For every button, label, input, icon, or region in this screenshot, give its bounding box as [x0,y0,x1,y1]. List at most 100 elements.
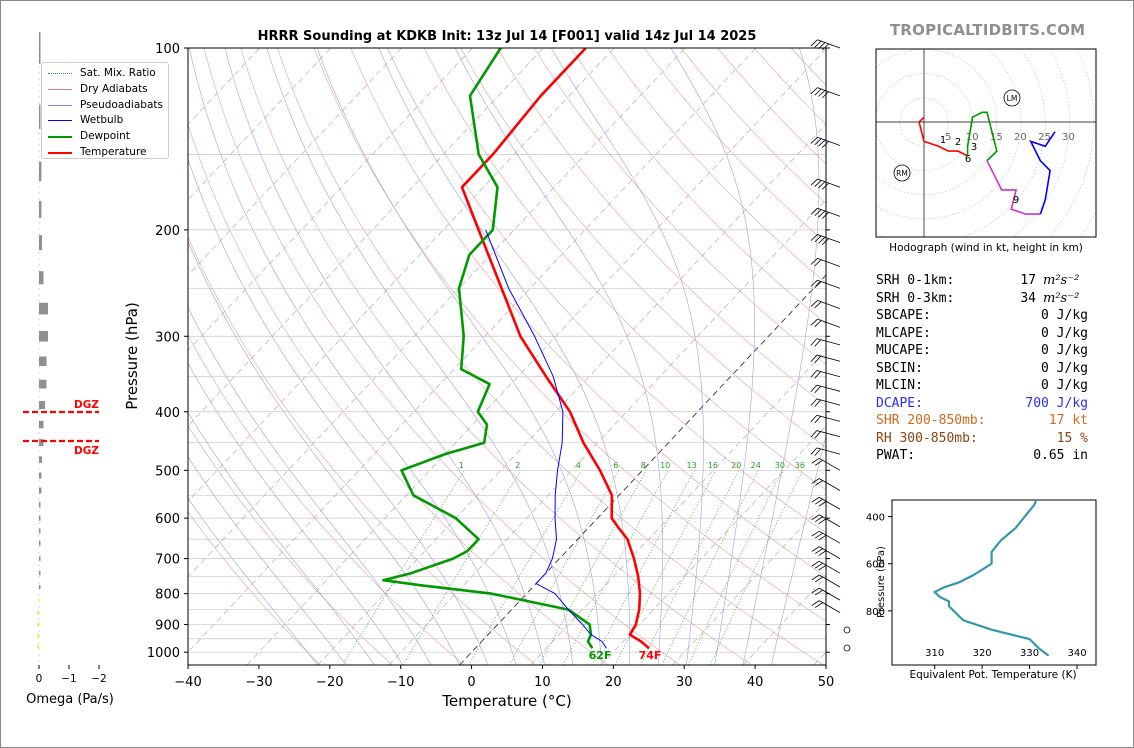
legend-swatch [48,88,72,90]
theta-e-x-tick: 330 [1020,648,1039,659]
pseudoadiabat [189,48,517,665]
stat-value: 34 [1020,290,1036,306]
dry-adiabat [350,48,826,578]
stat-label: SHR 200-850mb: [876,413,986,428]
theta-e-y-tick: 800 [866,607,885,618]
mixing-ratio-label: 20 [731,461,741,470]
hodograph-ring-label: 10 [966,132,979,143]
theta-e-x-tick: 320 [973,648,992,659]
stat-row: SBCIN: 0 J/kg [876,360,1106,378]
wind-barb [811,457,841,471]
omega-bar [39,472,42,479]
omega-tick-1: −1 [61,673,76,685]
isotherm-line [188,48,757,653]
calm-wind-circle [843,626,851,634]
pressure-tick-label: 900 [155,619,180,634]
temp-tick-label: 20 [605,675,622,690]
mixing-ratio-label: 30 [775,461,785,470]
wind-barb [810,414,841,424]
omega-panel: DGZ DGZ 0 −1 −2 Omega (Pa/s) [23,32,114,707]
pseudoadiabat [188,412,375,665]
surface-temp-label: 74F [639,649,662,662]
isotherm-line [188,48,544,427]
dry-adiabat [570,48,826,324]
omega-bar [37,622,39,627]
legend-swatch [48,136,72,139]
hodograph-height-label: 1 [940,135,946,146]
legend-swatch [48,151,72,154]
omega-bar [37,634,39,638]
omega-bar [39,200,42,218]
omega-bar [39,571,41,576]
stat-row: SHR 200-850mb: 17 kt [876,412,1106,430]
hodograph-ring-label: 30 [1062,132,1075,143]
temp-tick-label: −20 [316,675,343,690]
temp-tick-label: −30 [245,675,272,690]
mixing-ratio-line [562,470,669,665]
mixing-ratio-label: 16 [708,461,718,470]
stat-label: MLCIN: [876,378,923,393]
wind-barb [810,87,841,99]
hodograph-ring-label: 25 [1038,132,1051,143]
dry-adiabat [188,123,609,665]
mixing-ratio-line [687,470,783,665]
isotherm-line [388,199,826,665]
wind-barb [810,207,841,219]
hodograph-height-label: 6 [965,154,971,165]
hodograph-caption: Hodograph (wind in kt, height in km) [889,242,1083,254]
pseudoadiabat [188,306,432,665]
hodograph-ring-label: 20 [1014,132,1027,143]
theta-e-frame [891,499,1097,666]
chart-title: HRRR Sounding at KDKB Init: 13z Jul 14 [… [258,29,757,44]
temperature-axis-ticks: −40 −30 −20 −10 0 10 20 30 40 50 [174,665,834,690]
isotherm-line [188,48,686,578]
stat-row: MUCAPE: 0 J/kg [876,342,1106,360]
isotherm-line [188,48,331,201]
skewt-x-label: Temperature (°C) [441,692,571,710]
pseudoadiabat [742,48,820,665]
storm-motion-marker [893,164,911,182]
pseudoadiabat [188,362,404,665]
hodograph-ring-label: 15 [990,132,1003,143]
isotherm-line [317,123,826,665]
pseudoadiabat [771,434,826,665]
mixing-ratio-label: 1 [459,461,464,470]
legend-item-temperature: Temperature [46,144,164,160]
profile-temperature [460,48,650,650]
dry-adiabat [188,334,465,665]
temp-tick-label: 50 [818,675,835,690]
stat-unit: m²s⁻² [1043,290,1080,306]
omega-bar [39,439,44,447]
stat-row: RH 300-850mb: 15 % [876,430,1106,448]
dry-adiabat [387,48,826,534]
temp-tick-label: −10 [387,675,414,690]
omega-bar [39,540,41,546]
dgz-bottom-label: DGZ [74,445,99,457]
legend-item-pseudoadiabats: Pseudoadiabats [46,97,164,113]
stat-value: 0 J/kg [1041,360,1088,376]
storm-motion-label: LM [1007,94,1018,103]
stat-label: RH 300-850mb: [876,430,978,446]
theta-e-panel: 400 600 800 310 320 330 340 Pressure (hPa) Equ… [866,499,1097,681]
omega-bar [39,528,41,534]
hodograph-height-label: 3 [971,142,977,153]
stat-label: SBCAPE: [876,308,931,323]
wind-barb [811,600,841,613]
theta-e-x-tick: 310 [925,648,944,659]
theta-e-profile [932,500,1050,657]
stat-label: SRH 0-1km: [876,273,955,288]
legend-item-mixing-ratio: Sat. Mix. Ratio [46,65,164,81]
omega-bar [39,456,42,463]
surface-dewpoint-label: 62F [589,649,612,662]
dry-adiabat [240,48,752,665]
stat-row: SRH 0-3km: 34 m²s⁻² [876,290,1106,308]
mixing-ratio-line [591,470,695,665]
mixing-ratio-line [661,470,759,665]
omega-bar [39,401,45,410]
stat-value: 0.65 in [1033,448,1088,463]
omega-bar [39,271,44,285]
mixing-ratio-line [341,470,465,665]
storm-motion-marker [1003,89,1021,107]
pseudoadiabat [188,456,347,665]
